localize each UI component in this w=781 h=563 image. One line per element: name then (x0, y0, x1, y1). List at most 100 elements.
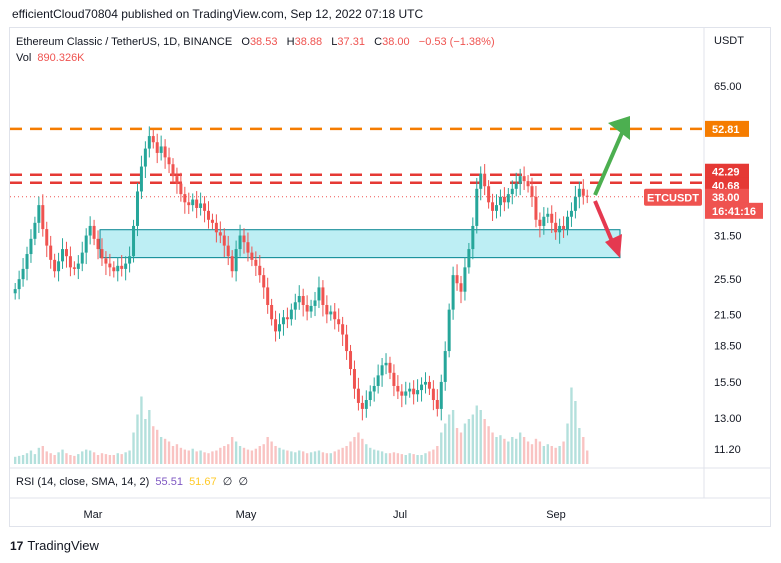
volume-bar (246, 449, 250, 464)
candle-body (404, 391, 408, 396)
candle-body (498, 196, 502, 206)
candle-body (522, 176, 526, 182)
candle-body (463, 267, 467, 292)
volume-bar (471, 414, 475, 464)
candle-body (447, 309, 451, 352)
candle-body (250, 252, 254, 260)
volume-bar (384, 453, 388, 464)
candle-body (88, 225, 92, 236)
candle-body (585, 195, 589, 197)
volume-bar (483, 419, 486, 464)
candle-body (230, 256, 234, 272)
volume-bar (373, 449, 376, 464)
volume-bar (37, 447, 41, 464)
volume-bar (179, 447, 183, 464)
x-tick-label: Jul (393, 509, 407, 521)
volume-bar (408, 453, 411, 464)
candle-body (33, 222, 37, 239)
candle-body (510, 188, 514, 195)
chart-pane[interactable]: USDT 11.20 13.00 15.50 18.50 21.50 25.50 31.50 6… (9, 27, 771, 527)
volume-bar (499, 435, 502, 464)
volume-bar (230, 437, 234, 464)
volume-label: Vol (16, 52, 32, 64)
y-tick-label: 15.50 (714, 377, 742, 389)
low-value: 37.31 (337, 36, 365, 48)
volume-bar (459, 432, 463, 464)
candle-body (195, 199, 199, 208)
candle-body (562, 225, 566, 230)
volume-bar (578, 428, 581, 464)
candle-body (218, 232, 222, 236)
candle-body (293, 302, 297, 310)
candle-body (491, 202, 495, 211)
symbol-tag-bg (644, 188, 702, 206)
volume-bar (148, 410, 151, 464)
volume-bar (234, 441, 238, 464)
candle-body (325, 304, 329, 315)
change-value: −0.53 (−1.38%) (418, 36, 495, 48)
candle-body (254, 259, 258, 266)
volume-bar (21, 455, 25, 464)
volume-bar (424, 453, 427, 464)
candle-body (459, 283, 463, 292)
volume-bar (258, 446, 261, 464)
volume-bar (278, 447, 281, 464)
volume-bar (447, 414, 451, 464)
candle-body (64, 249, 68, 257)
volume-bar (274, 446, 277, 464)
candle-body (210, 219, 214, 223)
candlestick-chart[interactable]: USDT 11.20 13.00 15.50 18.50 21.50 25.50 31.50 6… (10, 28, 770, 526)
candle-body (400, 391, 404, 396)
volume-legend[interactable]: Vol 890.326K (16, 52, 85, 64)
candle-body (360, 402, 364, 409)
candle-body (120, 265, 124, 269)
volume-bar (361, 438, 364, 464)
rsi-legend[interactable]: RSI (14, close, SMA, 14, 2) 55.51 51.67 … (16, 475, 248, 488)
candle-body (262, 275, 266, 288)
candle-body (416, 390, 420, 395)
volume-bar (345, 446, 348, 464)
candle-body (376, 375, 380, 386)
candle-body (222, 235, 226, 246)
volume-bar (455, 428, 459, 464)
volume-bar (120, 454, 123, 464)
candle-body (68, 256, 72, 268)
volume-bar (530, 444, 534, 464)
volume-bar (175, 444, 179, 464)
volume-bar (14, 456, 17, 464)
volume-bar (159, 437, 163, 464)
candle-body (451, 275, 455, 310)
price-flag-text: 16:41:16 (712, 206, 756, 218)
candle-body (423, 381, 427, 385)
tradingview-footer[interactable]: 17 TradingView (10, 538, 99, 553)
y-tick-label: 13.00 (714, 413, 742, 425)
volume-bar (475, 405, 478, 464)
volume-bar (511, 437, 514, 464)
volume-bar (341, 447, 344, 464)
volume-bar (191, 448, 194, 464)
candle-body (487, 186, 491, 203)
volume-bar (302, 451, 305, 464)
volume-bar (238, 446, 242, 464)
volume-bar (313, 451, 317, 464)
symbol-legend[interactable]: Ethereum Classic / TetherUS, 1D, BINANCE… (16, 36, 495, 48)
candle-body (104, 258, 108, 264)
volume-bar (140, 396, 143, 464)
volume-bar (317, 450, 321, 464)
y-tick-label: 11.20 (714, 444, 741, 456)
candle-body (546, 213, 550, 217)
volume-bar (491, 432, 494, 464)
volume-bar (171, 446, 175, 464)
volume-value: 890.326K (37, 52, 85, 64)
candle-body (502, 196, 506, 203)
candle-body (368, 391, 372, 401)
candle-body (108, 263, 112, 268)
candle-body (266, 287, 270, 305)
volume-bar (582, 437, 585, 464)
price-flag-bg (705, 202, 763, 219)
x-tick-label: Mar (84, 509, 103, 521)
volume-bar (369, 447, 372, 464)
volume-bar (487, 426, 490, 464)
publisher-caption: efficientCloud70804 published on Trading… (12, 7, 424, 21)
volume-bar (325, 453, 329, 464)
